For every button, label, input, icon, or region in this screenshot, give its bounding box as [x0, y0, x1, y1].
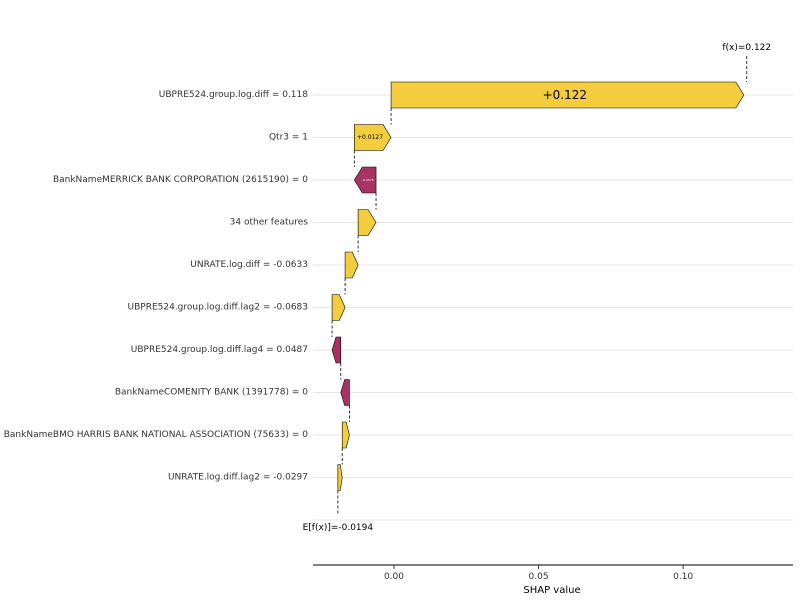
- feature-labels: UBPRE524.group.log.diff = 0.118 Qtr3 = 1 B…: [4, 90, 309, 483]
- feature-bar: [337, 464, 343, 491]
- feature-label: 34 other features: [230, 218, 309, 228]
- feature-bar: [353, 166, 377, 194]
- x-axis-title: SHAP value: [523, 585, 580, 596]
- feature-bar: [354, 124, 392, 151]
- base-value-label: E[f(x)]=-0.0194: [303, 523, 374, 533]
- feature-bars: +0.122 +0.0127 -0.0075: [331, 81, 745, 491]
- bar-value-label: +0.0127: [357, 134, 383, 141]
- feature-label: BankNameMERRICK BANK CORPORATION (261519…: [53, 175, 308, 185]
- feature-bar: [357, 209, 377, 236]
- feature-bar: [331, 336, 342, 364]
- feature-label: UNRATE.log.diff.lag2 = -0.0297: [168, 473, 308, 483]
- final-value-label: f(x)=0.122: [722, 43, 771, 53]
- feature-label: UNRATE.log.diff = -0.0633: [190, 260, 308, 270]
- feature-label: BankNameCOMENITY BANK (1391778) = 0: [115, 388, 308, 398]
- feature-bar: [331, 294, 346, 321]
- feature-label: UBPRE524.group.log.diff.lag4 = 0.0487: [131, 345, 308, 355]
- x-tick-label: 0.10: [673, 572, 693, 582]
- x-tick-label: 0.00: [384, 572, 404, 582]
- feature-label: Qtr3 = 1: [269, 133, 308, 143]
- x-tick-label: 0.05: [529, 572, 549, 582]
- x-axis: 0.00 0.05 0.10: [313, 564, 793, 582]
- feature-label: UBPRE524.group.log.diff.lag2 = -0.0683: [128, 303, 308, 313]
- feature-label: UBPRE524.group.log.diff = 0.118: [159, 90, 308, 100]
- bar-value-label: +0.122: [543, 88, 587, 102]
- feature-label: BankNameBMO HARRIS BANK NATIONAL ASSOCIA…: [4, 430, 309, 440]
- feature-bar: [340, 379, 350, 406]
- feature-bar: [344, 251, 359, 279]
- feature-bar: [341, 421, 350, 449]
- gridlines: [313, 94, 793, 521]
- connector-lines: [331, 56, 748, 514]
- bar-value-label: -0.0075: [362, 178, 374, 182]
- feature-bar: [390, 81, 745, 109]
